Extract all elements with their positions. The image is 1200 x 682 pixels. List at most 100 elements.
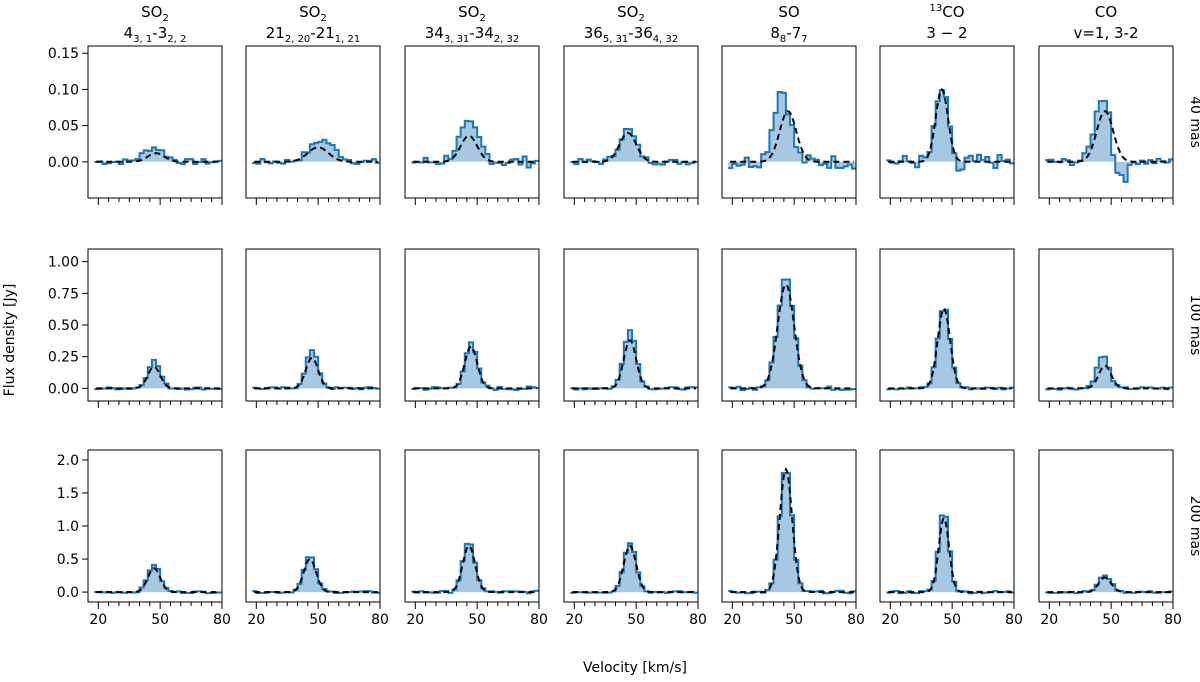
column-title-line2: 3 − 2 (926, 24, 967, 42)
panel-frame (879, 45, 1015, 199)
panel-frame (404, 45, 540, 199)
panel: 20 50 80 (245, 449, 389, 628)
observed-spectrum (94, 146, 222, 166)
panel-frame (245, 449, 381, 603)
model-spectrum (254, 146, 378, 163)
observed-fill (728, 279, 856, 391)
panel-frame (563, 248, 699, 402)
model-spectrum (413, 345, 537, 390)
column-title-line2: 365, 31-364, 32 (584, 24, 679, 45)
x-axis-label: Velocity [km/s] (583, 660, 687, 676)
x-tick-label: 20 (1040, 612, 1058, 628)
x-tick-label: 20 (89, 612, 107, 628)
model-spectrum (1047, 364, 1171, 390)
observed-fill (1045, 356, 1173, 390)
x-tick-label: 20 (247, 612, 265, 628)
y-tick-label: 0.10 (48, 82, 79, 98)
x-tick-label: 50 (309, 612, 327, 628)
x-tick-label: 50 (627, 612, 645, 628)
y-tick-label: 0.5 (57, 552, 79, 568)
column-title-line1: SO2 (299, 3, 327, 24)
model-spectrum (730, 467, 854, 594)
x-tick-label: 20 (565, 612, 583, 628)
observed-fill (570, 330, 698, 390)
model-spectrum (730, 283, 854, 390)
column-title-line2: 343, 31-342, 32 (425, 24, 520, 45)
column-title-line2: 88-77 (770, 24, 807, 45)
observed-fill (94, 564, 222, 594)
x-tick-label: 50 (151, 612, 169, 628)
observed-spectrum (411, 119, 539, 169)
panel (563, 248, 699, 408)
observed-fill (570, 543, 698, 593)
observed-fill (570, 129, 698, 165)
panel-frame (879, 449, 1015, 603)
x-tick-label: 50 (1102, 612, 1120, 628)
panel (879, 45, 1015, 205)
model-spectrum (254, 557, 378, 594)
row-label: 100 mas (1187, 295, 1200, 356)
panel-frame (1038, 449, 1174, 603)
observed-fill (252, 139, 380, 165)
panel-frame (879, 248, 1015, 402)
model-spectrum (96, 152, 220, 163)
model-spectrum (96, 567, 220, 594)
y-tick-label: 0.50 (48, 318, 79, 334)
column-title-line1: SO (778, 3, 799, 21)
column-title-line1: CO (1095, 3, 1117, 21)
observed-spectrum (1045, 355, 1173, 391)
model-spectrum (572, 339, 696, 390)
y-tick-label: 0.0 (57, 585, 79, 601)
column-title-line2: 212, 20-211, 21 (266, 24, 361, 45)
panel-frame (721, 45, 857, 199)
y-tick-label: 0.00 (48, 381, 79, 397)
y-tick-label: 1.00 (48, 255, 79, 271)
panel (721, 248, 857, 408)
observed-spectrum (728, 90, 856, 170)
model-spectrum (888, 516, 1012, 594)
panel: 20 50 80 (1038, 449, 1182, 628)
x-tick-label: 20 (406, 612, 424, 628)
model-spectrum (413, 544, 537, 594)
column-title-line1: SO2 (141, 3, 169, 24)
model-spectrum (572, 544, 696, 594)
x-tick-label: 50 (785, 612, 803, 628)
x-tick-label: 50 (468, 612, 486, 628)
panel (721, 45, 857, 205)
row-label: 40 mas (1187, 96, 1200, 148)
x-tick-label: 20 (881, 612, 899, 628)
model-spectrum (572, 131, 696, 163)
row-label: 200 mas (1187, 496, 1200, 557)
observed-fill (886, 309, 1014, 390)
observed-fill (411, 342, 539, 391)
y-tick-label: 2.0 (57, 453, 79, 469)
panel-frame (721, 449, 857, 603)
panel-frame (1038, 248, 1174, 402)
panel: 20 50 80 (404, 449, 548, 628)
panel (563, 45, 699, 205)
panel-frame (1038, 45, 1174, 199)
x-tick-label: 80 (1005, 612, 1023, 628)
observed-spectrum (1045, 574, 1173, 595)
y-tick-label: 0.75 (48, 286, 79, 302)
column-title-line1: 13CO (929, 3, 964, 21)
x-tick-label: 20 (723, 612, 741, 628)
x-tick-label: 80 (1164, 612, 1182, 628)
model-spectrum (1047, 110, 1171, 163)
x-tick-label: 80 (213, 612, 231, 628)
observed-spectrum (886, 89, 1014, 172)
observed-fill (728, 91, 856, 169)
panel: 0.00 0.05 0.10 0.15 (48, 45, 223, 205)
observed-spectrum (1045, 99, 1173, 183)
observed-spectrum (252, 138, 380, 166)
y-tick-label: 1.0 (57, 519, 79, 535)
y-tick-label: 0.05 (48, 119, 79, 135)
panel: 20 50 80 (563, 449, 707, 628)
panel-frame (404, 248, 540, 402)
model-spectrum (1047, 576, 1171, 594)
x-tick-label: 80 (847, 612, 865, 628)
panel-frame (721, 248, 857, 402)
observed-spectrum (411, 542, 539, 595)
panel (245, 45, 381, 205)
